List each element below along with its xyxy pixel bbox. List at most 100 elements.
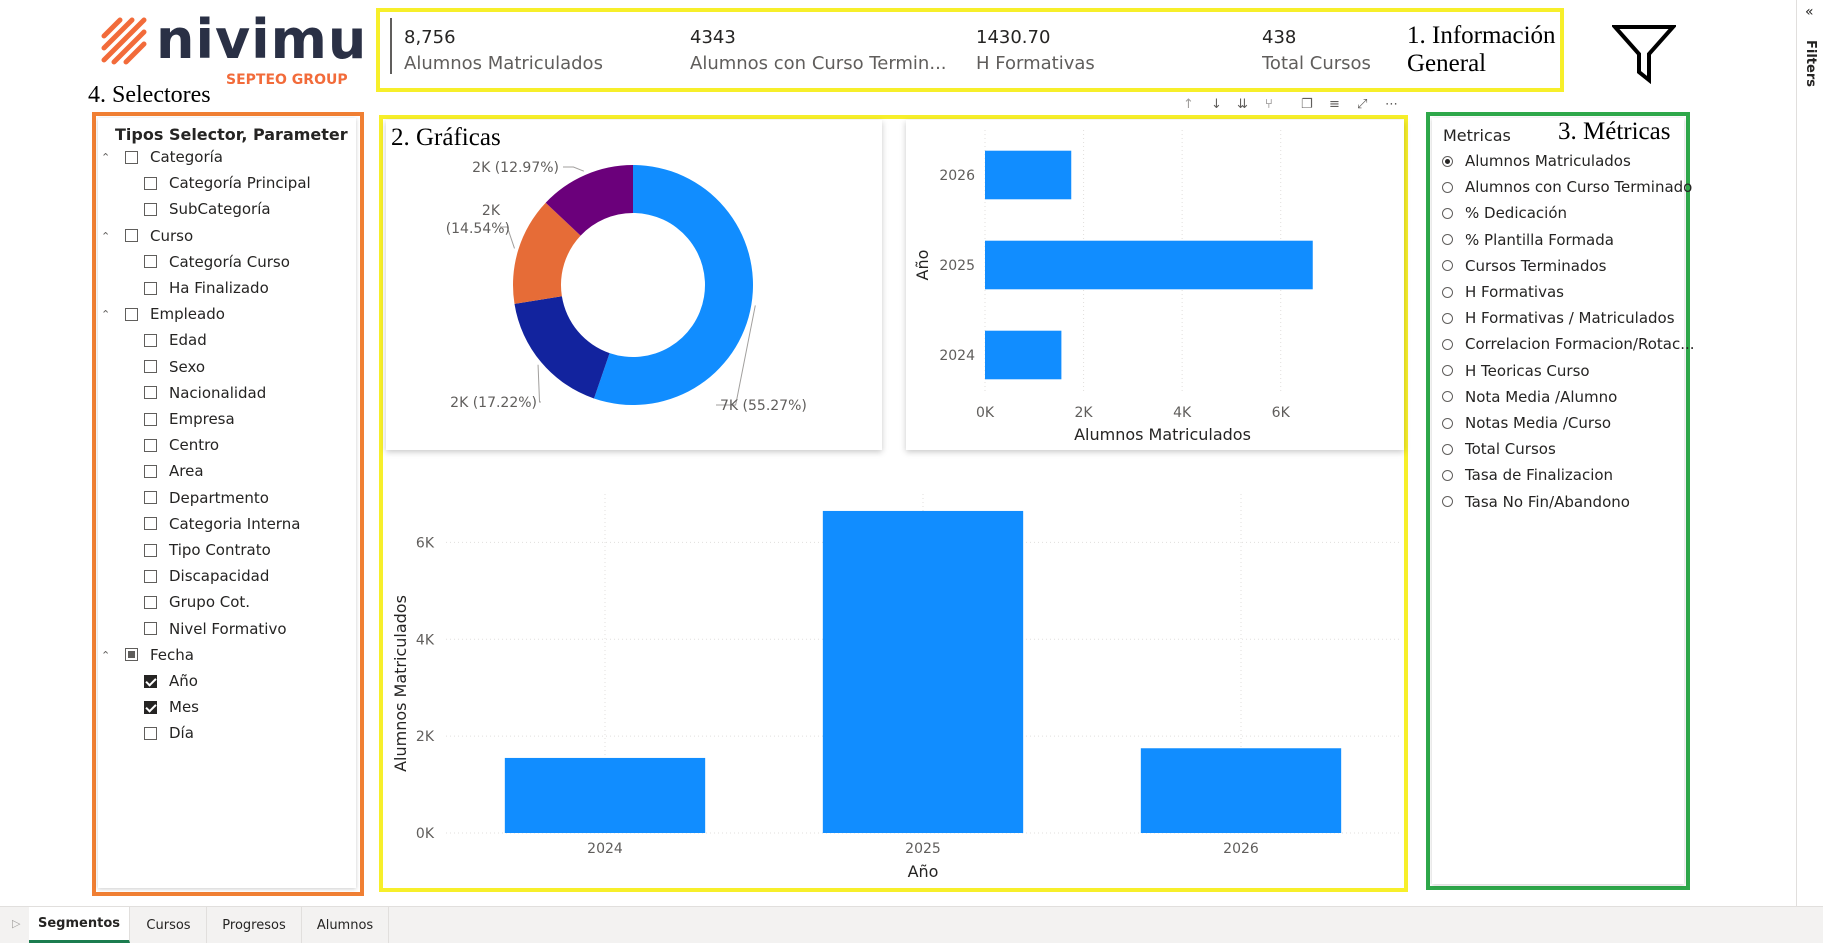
arrow-down-icon[interactable]: ↓ bbox=[1211, 97, 1222, 112]
radio-button[interactable] bbox=[1442, 260, 1453, 272]
tab-segmentos[interactable]: Segmentos bbox=[29, 907, 130, 943]
donut-slice[interactable] bbox=[514, 296, 610, 399]
radio-button[interactable] bbox=[1442, 496, 1453, 508]
tab-progresos[interactable]: Progresos bbox=[207, 907, 302, 943]
selector-item-fecha[interactable]: ⌃ Fecha bbox=[101, 645, 194, 665]
checkbox[interactable] bbox=[144, 543, 157, 557]
selector-item-tipo-contrato[interactable]: Tipo Contrato bbox=[144, 540, 271, 560]
radio-button[interactable] bbox=[1442, 365, 1453, 377]
checkbox[interactable] bbox=[144, 176, 157, 190]
selector-item-empresa[interactable]: Empresa bbox=[144, 409, 235, 429]
checkbox[interactable] bbox=[144, 281, 157, 295]
selector-item-discapacidad[interactable]: Discapacidad bbox=[144, 566, 269, 586]
selector-item-area[interactable]: Area bbox=[144, 461, 204, 481]
radio-button[interactable] bbox=[1442, 417, 1453, 429]
checkbox[interactable] bbox=[125, 307, 138, 321]
metricas-slicer[interactable]: Metricas Alumnos Matriculados Alumnos con… bbox=[1432, 118, 1695, 884]
metric-option-alumnos-matriculados[interactable]: Alumnos Matriculados bbox=[1442, 151, 1631, 171]
selector-item-empleado[interactable]: ⌃ Empleado bbox=[101, 304, 225, 324]
tab-alumnos[interactable]: Alumnos bbox=[302, 907, 389, 943]
checkbox[interactable] bbox=[144, 726, 157, 740]
arrow-up-icon[interactable]: ↑ bbox=[1183, 97, 1194, 112]
checkbox[interactable] bbox=[144, 412, 157, 426]
radio-button[interactable] bbox=[1442, 234, 1453, 246]
hbar-chart[interactable]: 0K 2K 4K 6K 2026 2025 2024 Alumnos Matriculados… bbox=[906, 120, 1404, 450]
radio-button[interactable] bbox=[1442, 181, 1453, 193]
selector-item-departmento[interactable]: Departmento bbox=[144, 488, 269, 508]
filters-pane-collapsed[interactable]: « Filters bbox=[1796, 0, 1823, 906]
checkbox[interactable] bbox=[144, 333, 157, 347]
selector-item-sexo[interactable]: Sexo bbox=[144, 357, 205, 377]
selector-item-categoria[interactable]: ⌃ Categoría bbox=[101, 147, 223, 167]
radio-button[interactable] bbox=[1442, 338, 1453, 350]
metric-option-tasa-de-finalizacion[interactable]: Tasa de Finalizacion bbox=[1442, 465, 1613, 485]
hbar-bar[interactable] bbox=[985, 330, 1062, 380]
checkbox[interactable] bbox=[144, 569, 157, 583]
checkbox[interactable] bbox=[144, 464, 157, 478]
selector-item-categoria-curso[interactable]: Categoría Curso bbox=[144, 252, 290, 272]
radio-button[interactable] bbox=[1442, 443, 1453, 455]
tab-scroll-left-icon[interactable]: ▷ bbox=[12, 917, 21, 930]
metric-option-total-cursos[interactable]: Total Cursos bbox=[1442, 439, 1556, 459]
hbar-chart-card[interactable]: 0K 2K 4K 6K 2026 2025 2024 Alumnos Matriculados… bbox=[906, 120, 1404, 450]
radio-button[interactable] bbox=[1442, 155, 1453, 167]
vbar-bar[interactable] bbox=[822, 510, 1024, 833]
radio-button[interactable] bbox=[1442, 286, 1453, 298]
checkbox[interactable] bbox=[125, 229, 138, 243]
metric-option-tasa-no-fin-abandono[interactable]: Tasa No Fin/Abandono bbox=[1442, 492, 1630, 512]
metric-option-cursos-terminados[interactable]: Cursos Terminados bbox=[1442, 256, 1606, 276]
checkbox[interactable] bbox=[125, 648, 138, 662]
focus-icon[interactable]: ⤢ bbox=[1357, 97, 1368, 112]
metric-option-h-formativas-matriculados[interactable]: H Formativas / Matriculados bbox=[1442, 308, 1675, 328]
fork-icon[interactable]: ⑂ bbox=[1265, 97, 1273, 112]
checkbox[interactable] bbox=[144, 360, 157, 374]
metric-option-h-teoricas-curso[interactable]: H Teoricas Curso bbox=[1442, 361, 1590, 381]
checkbox[interactable] bbox=[144, 255, 157, 269]
hbar-bar[interactable] bbox=[985, 240, 1313, 290]
radio-button[interactable] bbox=[1442, 469, 1453, 481]
checkbox[interactable] bbox=[144, 386, 157, 400]
checkbox[interactable] bbox=[144, 700, 157, 714]
checkbox[interactable] bbox=[144, 674, 157, 688]
chevron-up-icon[interactable]: ⌃ bbox=[101, 308, 111, 322]
selector-item-nacionalidad[interactable]: Nacionalidad bbox=[144, 383, 266, 403]
checkbox[interactable] bbox=[125, 150, 138, 164]
metric-option-nota-media-alumno[interactable]: Nota Media /Alumno bbox=[1442, 387, 1617, 407]
checkbox[interactable] bbox=[144, 491, 157, 505]
selector-slicer[interactable]: Tipos Selector, Parameter ⌃ Categoría Cate… bbox=[98, 118, 356, 888]
selector-item-edad[interactable]: Edad bbox=[144, 330, 207, 350]
selector-item-mes[interactable]: Mes bbox=[144, 697, 199, 717]
vbar-chart-card[interactable]: 0K 2K 4K 6K 2024 2025 2026 Año Alumnos Matricula… bbox=[386, 472, 1404, 888]
metric-option-correlacion-formacion-rotac[interactable]: Correlacion Formacion/Rotac... bbox=[1442, 334, 1695, 354]
radio-button[interactable] bbox=[1442, 391, 1453, 403]
selector-item-centro[interactable]: Centro bbox=[144, 435, 219, 455]
tab-cursos[interactable]: Cursos bbox=[131, 907, 207, 943]
metric-option-dedicacion[interactable]: % Dedicación bbox=[1442, 203, 1567, 223]
metric-option-notas-media-curso[interactable]: Notas Media /Curso bbox=[1442, 413, 1611, 433]
metric-option-h-formativas[interactable]: H Formativas bbox=[1442, 282, 1564, 302]
chevron-up-icon[interactable]: ⌃ bbox=[101, 151, 111, 164]
copy-icon[interactable]: ❐ bbox=[1301, 97, 1313, 112]
radio-button[interactable] bbox=[1442, 207, 1453, 219]
vbar-bar[interactable] bbox=[1140, 748, 1342, 833]
selector-item-ha-finalizado[interactable]: Ha Finalizado bbox=[144, 278, 269, 298]
metric-option-plantilla-formada[interactable]: % Plantilla Formada bbox=[1442, 230, 1614, 250]
checkbox[interactable] bbox=[144, 595, 157, 609]
selector-item-dia[interactable]: Día bbox=[144, 723, 194, 743]
checkbox[interactable] bbox=[144, 202, 157, 216]
donut-slice[interactable] bbox=[513, 202, 581, 304]
vbar-chart[interactable]: 0K 2K 4K 6K 2024 2025 2026 Año Alumnos Matricula… bbox=[386, 472, 1404, 888]
donut-chart[interactable]: 7K (55.27%) 2K (17.22%) 2K (14.54%) 2K (12.9… bbox=[386, 120, 882, 450]
double-arrow-down-icon[interactable]: ⇊ bbox=[1237, 97, 1248, 112]
funnel-icon[interactable] bbox=[1610, 24, 1678, 85]
checkbox[interactable] bbox=[144, 438, 157, 452]
checkbox[interactable] bbox=[144, 622, 157, 636]
chevron-up-icon[interactable]: ⌃ bbox=[101, 229, 111, 243]
donut-slice[interactable] bbox=[593, 165, 753, 405]
hbar-bar[interactable] bbox=[985, 150, 1072, 200]
vbar-bar[interactable] bbox=[504, 757, 706, 833]
selector-item-subcategoria[interactable]: SubCategoría bbox=[144, 199, 271, 219]
selector-item-categoria-principal[interactable]: Categoría Principal bbox=[144, 173, 311, 193]
selector-item-categoria-interna[interactable]: Categoria Interna bbox=[144, 514, 300, 534]
selector-item-nivel-formativo[interactable]: Nivel Formativo bbox=[144, 619, 287, 639]
